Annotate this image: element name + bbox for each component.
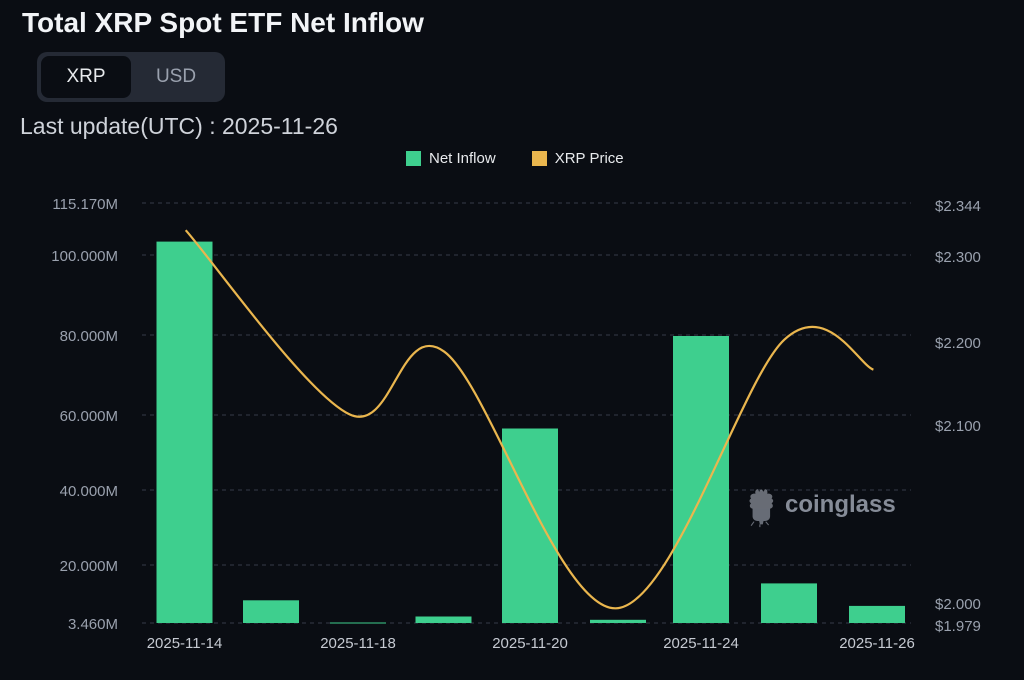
svg-text:3.460M: 3.460M [68,616,118,633]
svg-text:20.000M: 20.000M [60,558,118,575]
svg-text:2025-11-14: 2025-11-14 [147,635,223,652]
svg-text:coinglass: coinglass [785,491,896,518]
svg-text:$2.100: $2.100 [935,418,981,435]
svg-text:80.000M: 80.000M [60,328,118,345]
svg-text:$1.979: $1.979 [935,618,981,635]
svg-text:60.000M: 60.000M [60,408,118,425]
svg-text:115.170M: 115.170M [52,196,118,213]
svg-text:100.000M: 100.000M [51,248,118,265]
svg-text:2025-11-24: 2025-11-24 [663,635,739,652]
svg-text:$2.344: $2.344 [935,198,981,215]
svg-text:2025-11-26: 2025-11-26 [839,635,915,652]
svg-text:$2.200: $2.200 [935,335,981,352]
svg-text:2025-11-18: 2025-11-18 [320,635,396,652]
svg-text:$2.000: $2.000 [935,596,981,613]
svg-text:2025-11-20: 2025-11-20 [492,635,568,652]
svg-text:$2.300: $2.300 [935,249,981,266]
svg-text:40.000M: 40.000M [60,483,118,500]
